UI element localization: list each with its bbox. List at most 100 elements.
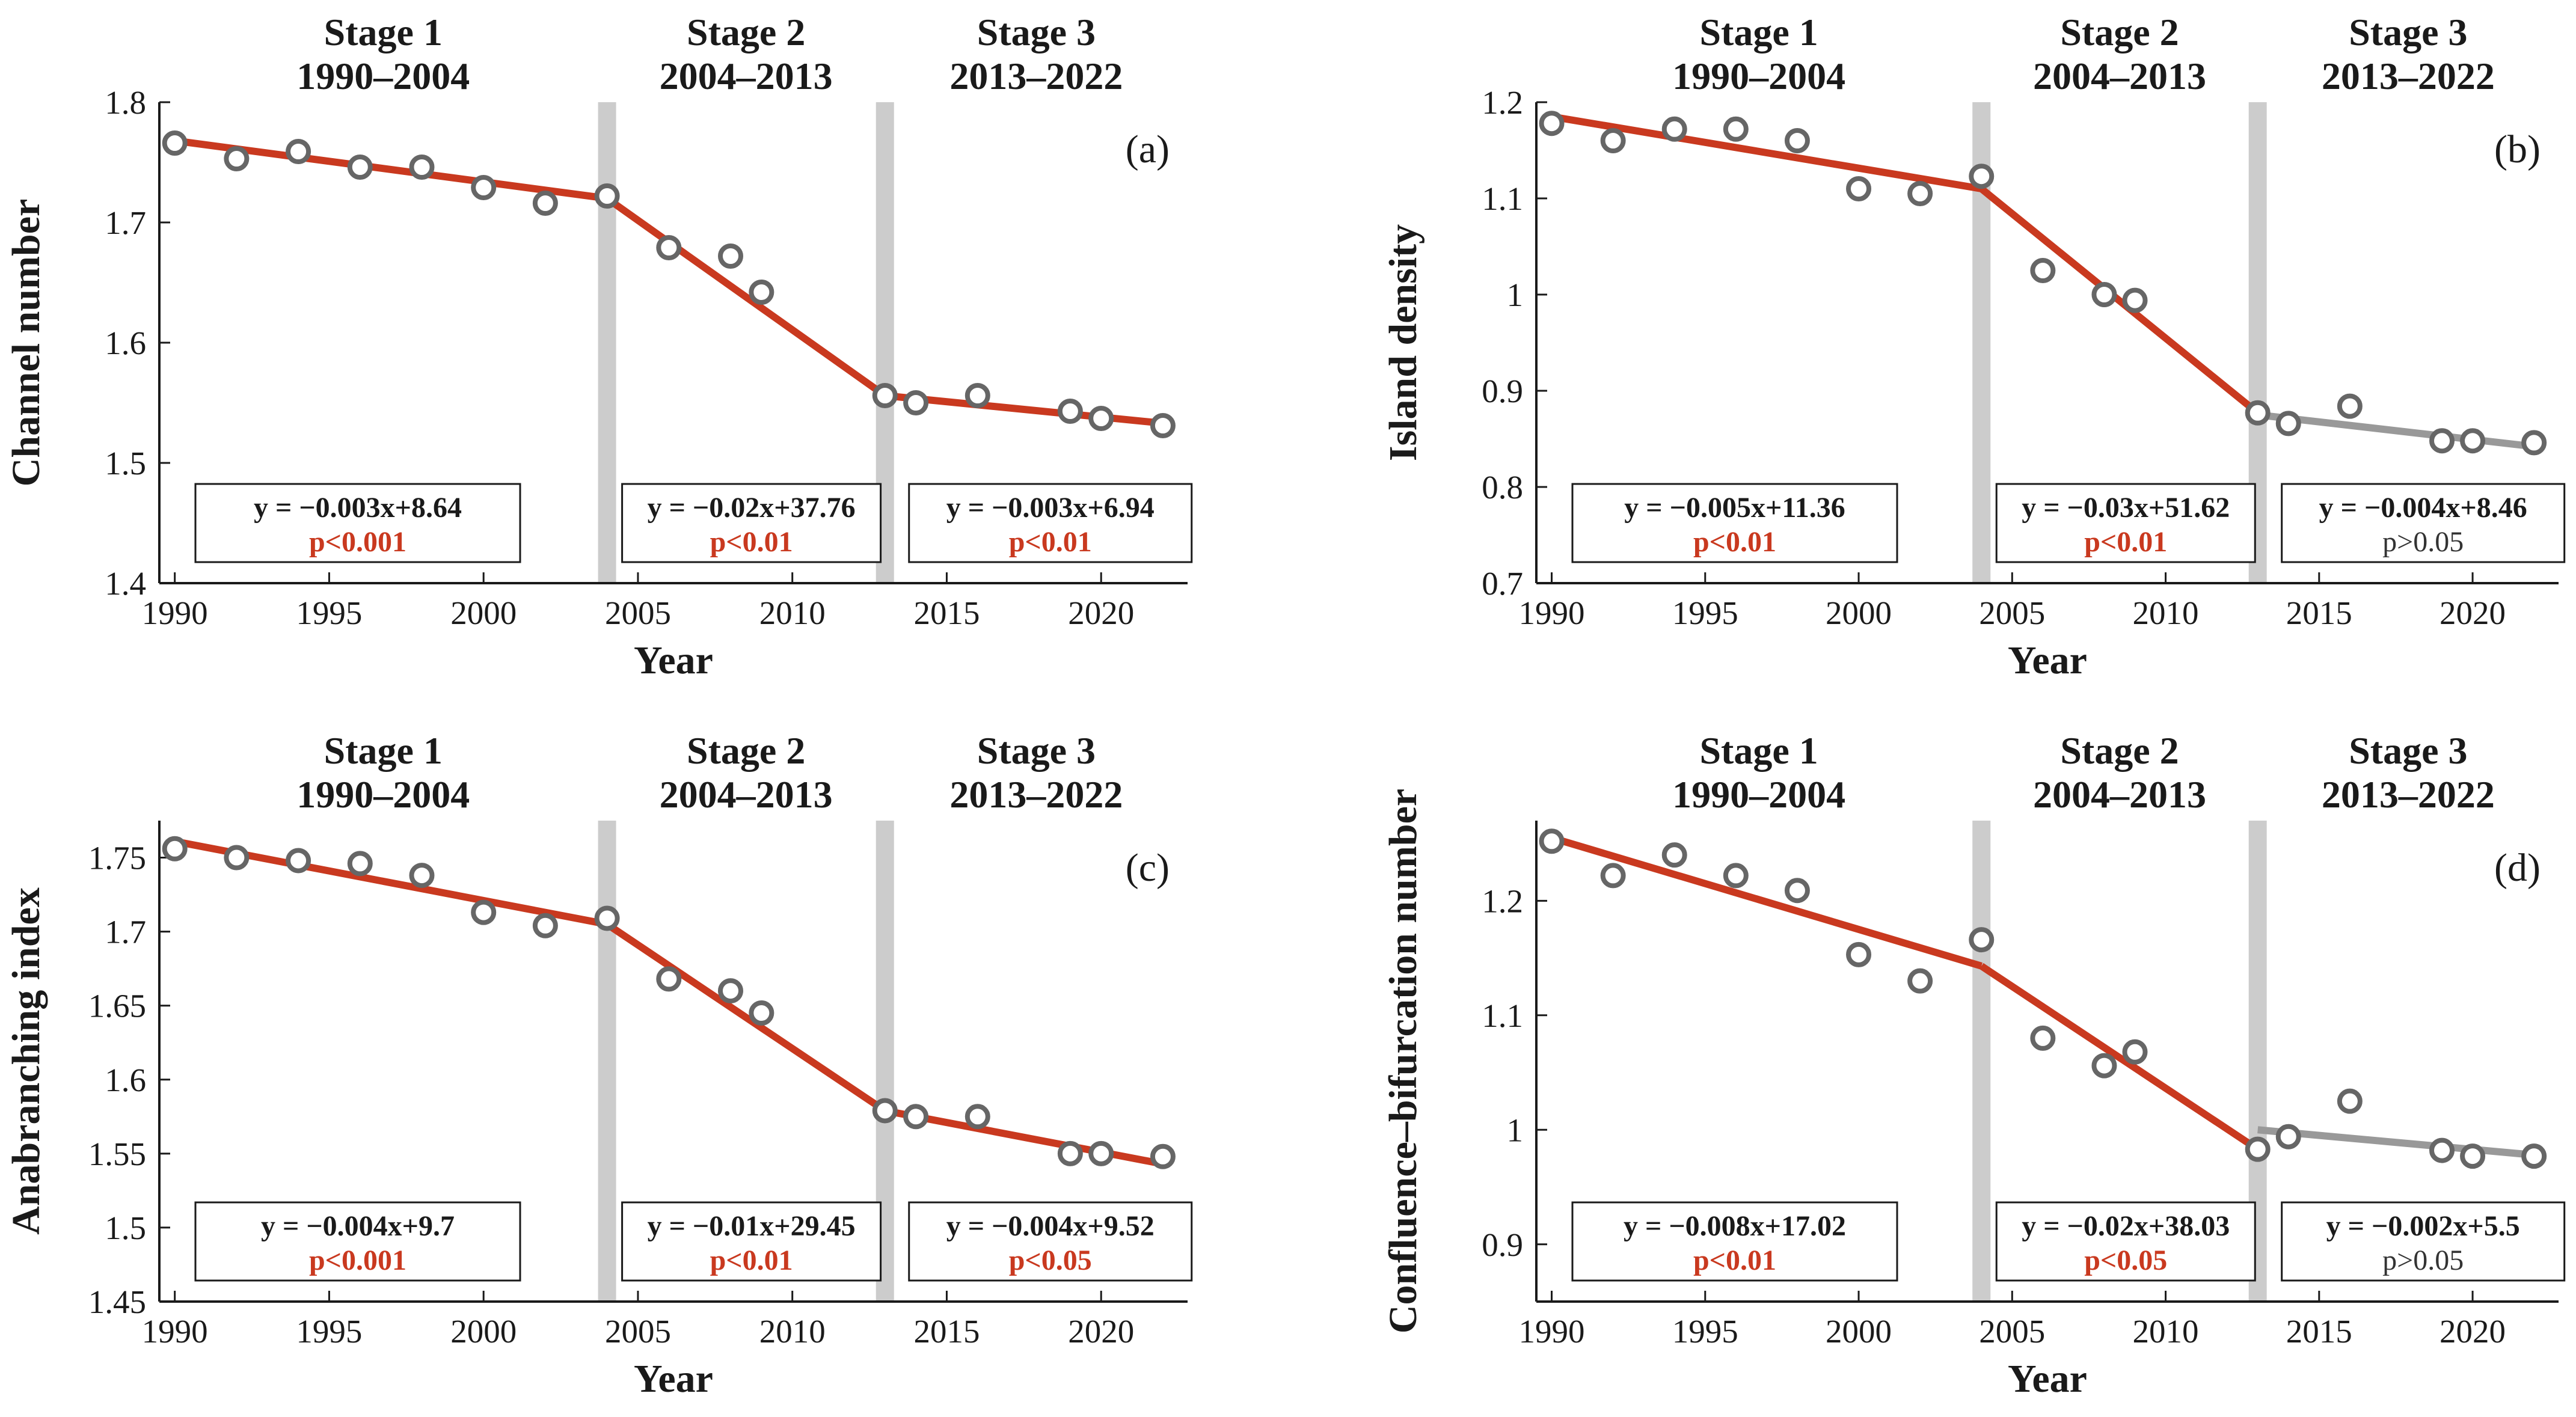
x-tick-label: 1990 xyxy=(1519,595,1585,631)
data-point xyxy=(2091,282,2117,307)
x-tick-label: 2000 xyxy=(450,1313,517,1350)
stage-divider xyxy=(598,821,616,1302)
y-tick-label: 1.7 xyxy=(105,914,146,950)
data-point xyxy=(2460,1143,2486,1169)
y-axis-title: Channel number xyxy=(4,199,48,487)
data-point xyxy=(2245,400,2271,426)
data-point xyxy=(718,978,743,1004)
data-point xyxy=(1539,828,1565,854)
data-point xyxy=(718,243,743,269)
data-point xyxy=(1661,842,1687,868)
data-point xyxy=(2091,1053,2117,1079)
data-point xyxy=(2460,428,2486,454)
equation-box xyxy=(2281,1201,2566,1282)
data-point xyxy=(1784,878,1810,904)
stage-name: Stage 2 xyxy=(687,11,805,54)
y-tick-label: 1 xyxy=(1507,1112,1524,1148)
fit-line xyxy=(1979,186,2260,416)
x-tick-label: 2015 xyxy=(913,595,980,631)
panel-label: (d) xyxy=(2494,846,2541,890)
fit-equation: y = −0.004x+9.52 xyxy=(946,1210,1155,1242)
fit-p-value: p<0.01 xyxy=(710,526,793,558)
x-tick-label: 2000 xyxy=(1826,595,1892,631)
data-point xyxy=(2122,1039,2148,1065)
data-point xyxy=(2429,1137,2455,1163)
y-tick-label: 1.55 xyxy=(88,1136,146,1172)
fit-equation: y = −0.02x+38.03 xyxy=(2022,1210,2230,1242)
x-axis-title: Year xyxy=(2008,638,2087,682)
stage-name: Stage 1 xyxy=(1699,11,1818,54)
fit-line xyxy=(174,137,608,202)
panel-label: (a) xyxy=(1126,127,1170,171)
fit-equation: y = −0.003x+8.64 xyxy=(254,492,462,524)
x-tick-label: 2005 xyxy=(605,595,671,631)
fit-line xyxy=(605,195,888,399)
x-tick-label: 2005 xyxy=(1979,595,2045,631)
y-tick-label: 1.1 xyxy=(1482,997,1523,1034)
y-tick-label: 1.7 xyxy=(105,204,146,241)
stage-period: 2013–2022 xyxy=(949,55,1123,97)
data-point xyxy=(1907,968,1933,994)
fit-equation: y = −0.003x+6.94 xyxy=(946,492,1155,524)
data-point xyxy=(1150,1143,1176,1169)
fit-line xyxy=(2257,1126,2535,1159)
stage-divider xyxy=(1972,821,1991,1302)
data-point xyxy=(2429,428,2455,454)
stage-period: 2004–2013 xyxy=(2033,55,2206,97)
data-point xyxy=(1088,406,1114,431)
x-tick-label: 1990 xyxy=(142,1313,208,1350)
panel-label: (c) xyxy=(1126,846,1170,890)
equation-box xyxy=(1995,483,2256,563)
y-axis-title: Anabranching index xyxy=(4,887,48,1235)
fit-equation: y = −0.002x+5.5 xyxy=(2326,1210,2520,1242)
data-point xyxy=(1150,413,1176,438)
fit-equation: y = −0.03x+51.62 xyxy=(2022,492,2230,524)
x-tick-label: 1990 xyxy=(142,595,208,631)
y-tick-label: 1.65 xyxy=(88,988,146,1024)
stage-name: Stage 1 xyxy=(324,11,443,54)
stage-period: 2004–2013 xyxy=(660,773,833,816)
data-point xyxy=(903,390,929,415)
stage-name: Stage 3 xyxy=(2349,729,2467,772)
equation-box xyxy=(194,483,521,563)
x-tick-label: 2010 xyxy=(759,1313,826,1350)
data-point xyxy=(1846,941,1872,967)
y-tick-label: 1 xyxy=(1507,277,1524,313)
data-point xyxy=(409,863,435,889)
data-point xyxy=(1600,863,1626,889)
stage-period: 1990–2004 xyxy=(296,773,470,816)
data-point xyxy=(1057,399,1083,424)
y-tick-label: 1.2 xyxy=(1482,84,1523,121)
data-point xyxy=(2521,1143,2547,1169)
y-tick-label: 1.2 xyxy=(1482,883,1523,919)
data-point xyxy=(656,235,682,260)
data-point xyxy=(224,146,250,171)
data-point xyxy=(1057,1140,1083,1166)
fit-p-value: p>0.05 xyxy=(2382,1244,2464,1276)
equation-box xyxy=(2281,483,2566,563)
x-tick-label: 2020 xyxy=(2440,595,2506,631)
fit-line xyxy=(605,921,888,1114)
data-point xyxy=(1723,863,1749,889)
equation-box xyxy=(908,1201,1193,1282)
y-tick-label: 1.5 xyxy=(105,445,146,482)
data-point xyxy=(2030,1025,2056,1051)
x-tick-label: 2015 xyxy=(2286,595,2352,631)
data-point xyxy=(1969,927,1995,953)
equation-box xyxy=(621,483,882,563)
stage-period: 2013–2022 xyxy=(2322,773,2495,816)
fit-line xyxy=(2257,411,2535,450)
data-point xyxy=(964,383,990,408)
fit-p-value: p<0.01 xyxy=(1693,526,1776,558)
data-point xyxy=(286,139,311,164)
x-tick-label: 2005 xyxy=(605,1313,671,1350)
data-point xyxy=(1846,176,1872,201)
data-point xyxy=(471,175,497,200)
y-tick-label: 1.8 xyxy=(105,84,146,121)
y-tick-label: 0.9 xyxy=(1482,1226,1523,1263)
data-point xyxy=(1723,116,1749,142)
